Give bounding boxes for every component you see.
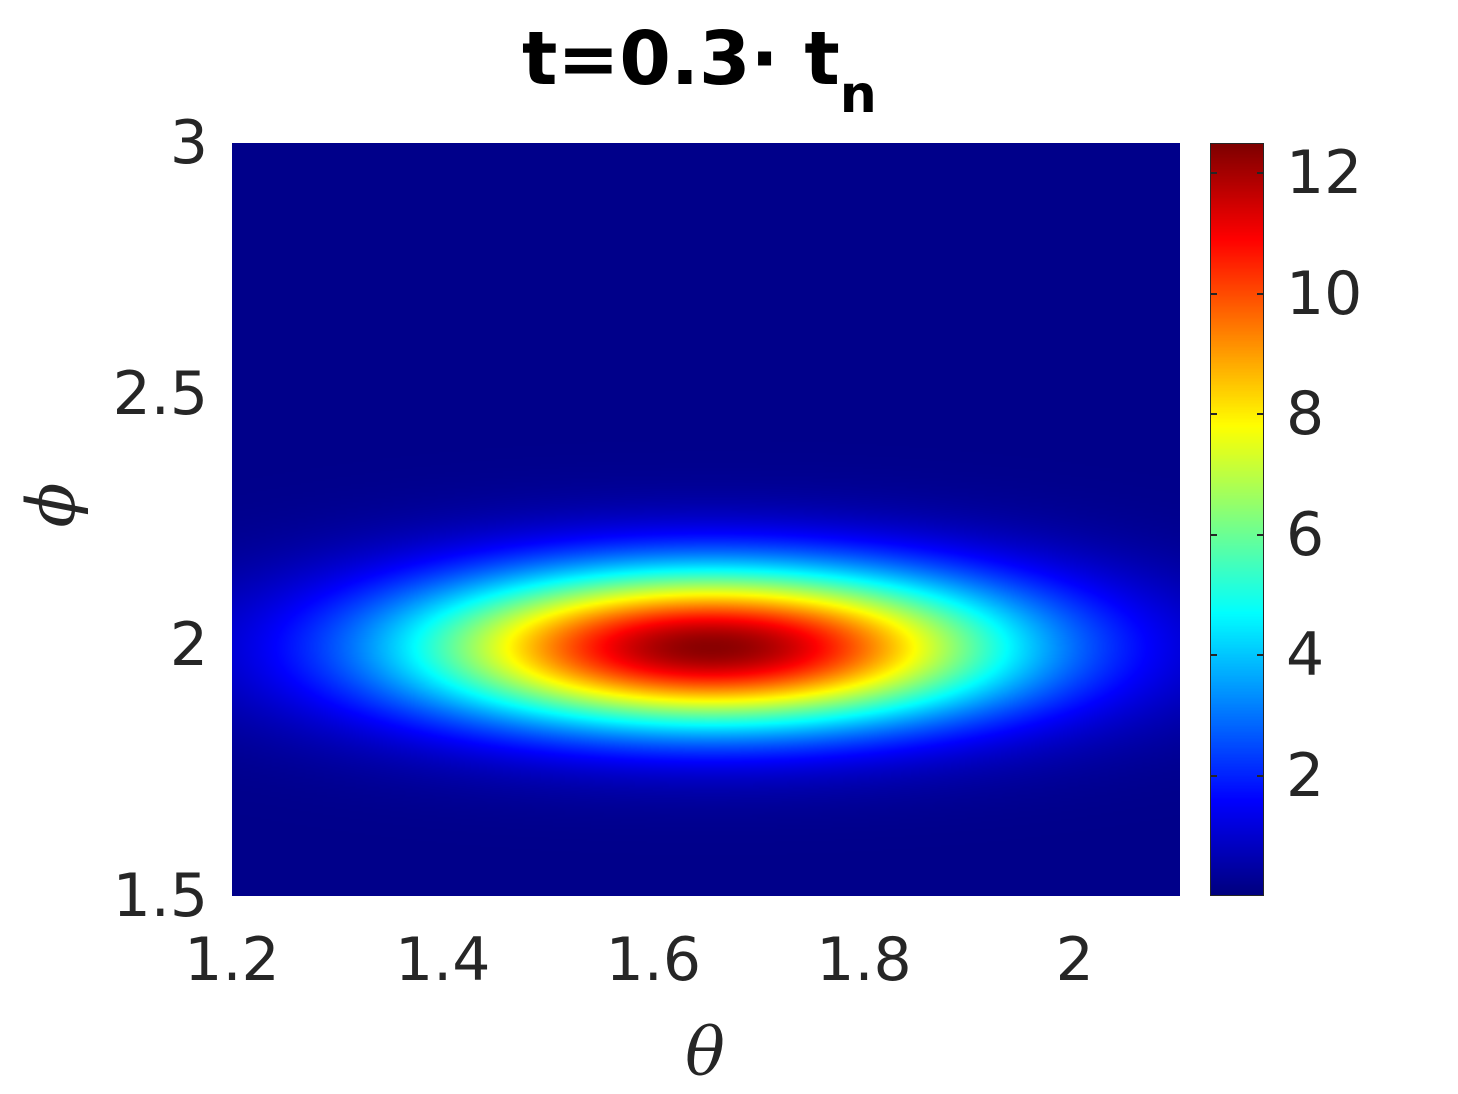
y-tick-label: 2.5 — [112, 359, 208, 429]
colorbar — [1210, 143, 1264, 896]
colorbar-tick-mark — [1257, 774, 1264, 777]
colorbar-gradient — [1211, 144, 1263, 895]
y-tick-label: 2 — [169, 610, 208, 680]
colorbar-tick-mark — [1257, 413, 1264, 416]
y-axis-label: ϕ — [13, 482, 90, 528]
plot-area — [232, 143, 1180, 896]
x-tick-label: 2 — [1055, 925, 1094, 995]
y-tick-label: 1.5 — [112, 861, 208, 931]
colorbar-tick-mark — [1210, 413, 1217, 416]
colorbar-tick-mark — [1257, 172, 1264, 175]
colorbar-tick-mark — [1257, 654, 1264, 657]
colorbar-tick-label: 6 — [1286, 499, 1325, 570]
colorbar-tick-mark — [1257, 292, 1264, 295]
colorbar-tick-label: 12 — [1286, 138, 1363, 209]
x-tick-label: 1.4 — [394, 925, 491, 995]
colorbar-tick-label: 10 — [1286, 258, 1363, 329]
x-tick-label: 1.2 — [184, 925, 280, 995]
x-tick-label: 1.6 — [605, 925, 702, 995]
chart-title: t=0.3· tn — [522, 16, 877, 125]
y-tick-label: 3 — [169, 108, 208, 178]
x-axis-label: θ — [685, 1014, 725, 1091]
colorbar-tick-mark — [1257, 533, 1264, 536]
colorbar-tick-label: 2 — [1286, 740, 1325, 811]
colorbar-tick-label: 4 — [1286, 620, 1325, 691]
colorbar-tick-mark — [1210, 292, 1217, 295]
x-tick-label: 1.8 — [816, 925, 912, 995]
colorbar-tick-mark — [1210, 654, 1217, 657]
colorbar-tick-mark — [1210, 172, 1217, 175]
colorbar-tick-mark — [1210, 533, 1217, 536]
colorbar-tick-mark — [1210, 774, 1217, 777]
heatmap-surface — [232, 143, 1180, 896]
colorbar-tick-label: 8 — [1286, 379, 1325, 450]
